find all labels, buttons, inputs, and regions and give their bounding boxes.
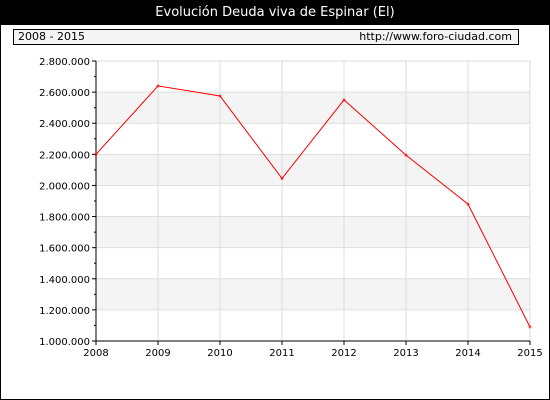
x-tick-label: 2012	[331, 348, 356, 359]
plot-band	[96, 154, 530, 186]
data-point	[528, 325, 532, 329]
x-tick-label: 2014	[455, 348, 480, 359]
data-point	[342, 98, 346, 102]
x-tick-label: 2008	[83, 348, 108, 359]
y-tick-label: 2.000.000	[39, 181, 90, 192]
info-bar: 2008 - 2015 http://www.foro-ciudad.com	[13, 29, 519, 45]
data-point	[466, 202, 470, 206]
plot-band	[96, 185, 530, 217]
plot-band	[96, 309, 530, 341]
y-tick-label: 2.400.000	[39, 119, 90, 130]
y-tick-label: 1.800.000	[39, 213, 90, 224]
year-range-label: 2008 - 2015	[18, 30, 85, 43]
plot-band	[96, 92, 530, 124]
y-tick-label: 1.200.000	[39, 306, 90, 317]
x-tick-label: 2011	[269, 348, 294, 359]
data-point	[218, 94, 222, 98]
series-layer	[94, 84, 532, 329]
data-point	[404, 153, 408, 157]
plot-band	[96, 61, 530, 93]
x-tick-label: 2010	[207, 348, 232, 359]
plot-bands	[96, 61, 530, 341]
plot-band	[96, 278, 530, 310]
y-axis-ticks: 1.000.000 1.200.000 1.400.000 1.600.000 1.80…	[39, 57, 96, 348]
y-tick-label: 1.000.000	[39, 337, 90, 348]
x-tick-label: 2009	[145, 348, 170, 359]
y-tick-label: 2.800.000	[39, 57, 90, 68]
y-tick-label: 2.600.000	[39, 88, 90, 99]
chart-title: Evolución Deuda viva de Espinar (El)	[1, 1, 549, 25]
y-tick-label: 1.400.000	[39, 275, 90, 286]
source-url-link[interactable]: http://www.foro-ciudad.com	[359, 30, 512, 43]
y-tick-label: 1.600.000	[39, 244, 90, 255]
plot-band	[96, 216, 530, 248]
x-tick-label: 2015	[517, 348, 542, 359]
x-tick-label: 2013	[393, 348, 418, 359]
x-axis-ticks: 2008 2009 2010 2011 2012 2013 2014 2015	[83, 341, 543, 359]
data-point	[94, 152, 98, 156]
data-point	[280, 176, 284, 180]
data-point	[156, 84, 160, 88]
plot-band	[96, 247, 530, 279]
series-line	[95, 85, 531, 328]
y-tick-label: 2.200.000	[39, 150, 90, 161]
